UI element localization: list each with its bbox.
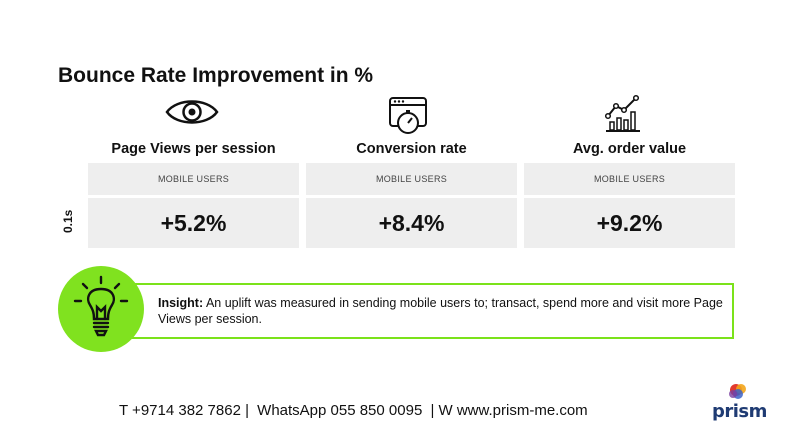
lightbulb-icon [71, 275, 131, 344]
footer-whatsapp: WhatsApp 055 850 0095 [257, 402, 423, 419]
segment-label: MOBILE USERS [88, 163, 299, 195]
value-avg-order-value: +9.2% [524, 198, 735, 248]
prism-logo-icon [712, 380, 760, 424]
value-conversion-rate: +8.4% [306, 198, 517, 248]
row-label: 0.1s [61, 209, 75, 233]
column-title-page-views: Page Views per session [111, 141, 276, 157]
column-title-avg-order-value: Avg. order value [572, 141, 687, 157]
insight-badge [58, 266, 144, 352]
insight-box [100, 283, 734, 339]
insight-label: Insight: [158, 296, 204, 310]
eye-icon [164, 94, 220, 130]
value-page-views: +5.2% [88, 198, 299, 248]
page-title: Bounce Rate Improvement in % [58, 64, 374, 87]
footer-contact: T +9714 382 7862 | WhatsApp 055 850 0095… [119, 402, 592, 419]
insight-body: An uplift was measured in sending mobile… [158, 296, 723, 326]
footer-phone: T +9714 382 7862 | [119, 402, 249, 419]
bar-chart-trend-icon [604, 94, 646, 134]
browser-stopwatch-icon [388, 96, 430, 136]
insight-text: Insight: An uplift was measured in sendi… [158, 295, 728, 327]
column-title-conversion-rate: Conversion rate [356, 141, 467, 157]
segment-label: MOBILE USERS [306, 163, 517, 195]
logo-text: prism [712, 401, 767, 422]
segment-label: MOBILE USERS [524, 163, 735, 195]
footer-web: | W www.prism-me.com [430, 402, 588, 419]
